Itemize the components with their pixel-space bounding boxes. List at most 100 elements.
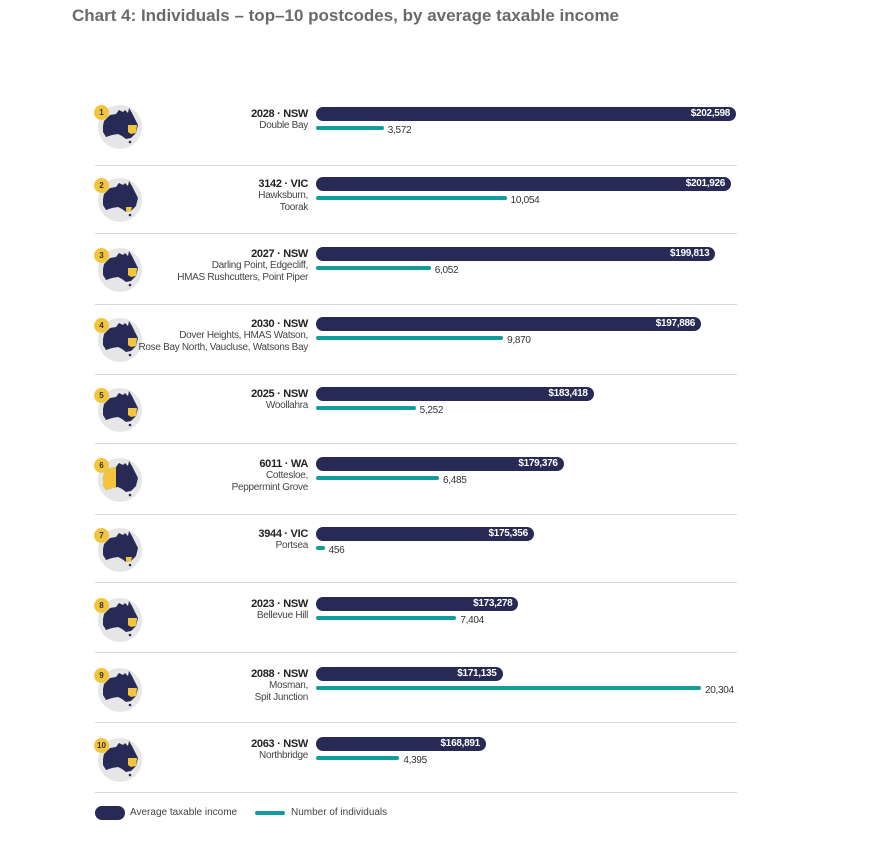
postcode-label: 2023 · NSW Bellevue Hill bbox=[251, 598, 308, 622]
postcode-label: 6011 · WA Cottesloe, Peppermint Grove bbox=[231, 458, 309, 494]
postcode: 2023 · NSW bbox=[251, 598, 308, 610]
suburb-label: Mosman, bbox=[268, 680, 308, 691]
income-bar: $199,813 bbox=[316, 247, 716, 261]
count-bar bbox=[316, 336, 504, 340]
australia-map-icon bbox=[98, 738, 142, 782]
income-value-label: $201,926 bbox=[685, 178, 726, 189]
income-value-label: $202,598 bbox=[690, 108, 731, 119]
postcode-label: 2030 · NSW Dover Heights, HMAS Watson, Ros… bbox=[138, 318, 308, 354]
count-bar bbox=[316, 196, 507, 200]
rank-badge: 5 bbox=[94, 388, 109, 403]
count-value-label: 6,485 bbox=[442, 475, 467, 486]
row-divider bbox=[95, 514, 737, 515]
row-divider bbox=[95, 722, 737, 723]
count-bar bbox=[316, 756, 400, 760]
income-bar: $168,891 bbox=[316, 737, 486, 751]
income-bar: $201,926 bbox=[316, 177, 731, 191]
postcode: 3142 · VIC bbox=[258, 178, 308, 190]
income-bar: $179,376 bbox=[316, 457, 564, 471]
row-divider bbox=[95, 792, 737, 793]
suburb-label: Rose Bay North, Vaucluse, Watsons Bay bbox=[138, 342, 308, 353]
postcode: 6011 · WA bbox=[259, 458, 308, 470]
chart-row: 9 2088 · NSW Mosman, Spit Junction $171,13… bbox=[0, 660, 890, 730]
income-value-label: $171,135 bbox=[457, 668, 497, 679]
income-bar: $171,135 bbox=[316, 667, 503, 681]
suburb-label: Spit Junction bbox=[254, 692, 309, 703]
rank-badge: 1 bbox=[94, 105, 109, 120]
suburb-label: Toorak bbox=[279, 202, 309, 213]
postcode: 2028 · NSW bbox=[251, 108, 308, 120]
count-value-label: 9,870 bbox=[507, 335, 531, 346]
chart-row: 2 3142 · VIC Hawksburn, Toorak $201,926 10… bbox=[0, 170, 890, 240]
postcode: 3944 · VIC bbox=[258, 528, 308, 540]
rank-badge: 10 bbox=[94, 738, 109, 753]
postcode-label: 2063 · NSW Northbridge bbox=[251, 738, 308, 762]
postcode-label: 2088 · NSW Mosman, Spit Junction bbox=[251, 668, 308, 704]
postcode-label: 3944 · VIC Portsea bbox=[258, 528, 308, 552]
row-divider bbox=[95, 582, 737, 583]
count-bar bbox=[316, 266, 431, 270]
rank-badge: 3 bbox=[94, 248, 109, 263]
income-bar: $197,886 bbox=[316, 317, 702, 331]
count-value-label: 7,404 bbox=[460, 615, 484, 626]
suburb-label: Darling Point, Edgecliff, bbox=[211, 260, 309, 271]
suburb-label: Portsea bbox=[275, 540, 309, 551]
chart-row: 8 2023 · NSW Bellevue Hill $173,278 7,404 bbox=[0, 590, 890, 660]
count-bar bbox=[316, 406, 416, 410]
count-bar bbox=[316, 126, 384, 130]
income-value-label: $199,813 bbox=[670, 248, 710, 259]
postcode-label: 2028 · NSW Double Bay bbox=[251, 108, 308, 132]
australia-map-icon bbox=[98, 178, 142, 222]
income-value-label: $183,418 bbox=[548, 388, 588, 399]
postcode-label: 2027 · NSW Darling Point, Edgecliff, HMAS … bbox=[177, 248, 308, 284]
rank-badge: 7 bbox=[94, 528, 109, 543]
chart-row: 5 2025 · NSW Woollahra $183,418 5,252 bbox=[0, 380, 890, 450]
postcode: 2030 · NSW bbox=[251, 318, 308, 330]
count-bar bbox=[316, 476, 439, 480]
income-bar: $173,278 bbox=[316, 597, 519, 611]
chart-row: 7 3944 · VIC Portsea $175,356 456 bbox=[0, 520, 890, 590]
rank-badge: 6 bbox=[94, 458, 109, 473]
row-divider bbox=[95, 374, 737, 375]
postcode: 2088 · NSW bbox=[251, 668, 308, 680]
count-value-label: 3,572 bbox=[387, 125, 412, 136]
suburb-label: Peppermint Grove bbox=[231, 482, 309, 493]
postcode-label: 3142 · VIC Hawksburn, Toorak bbox=[258, 178, 308, 214]
suburb-label: Double Bay bbox=[259, 120, 308, 131]
income-value-label: $197,886 bbox=[655, 318, 696, 329]
income-value-label: $175,356 bbox=[488, 528, 529, 539]
legend-swatch-income bbox=[95, 806, 125, 820]
suburb-label: HMAS Rushcutters, Point Piper bbox=[177, 272, 308, 283]
rank-badge: 8 bbox=[94, 598, 109, 613]
postcode-label: 2025 · NSW Woollahra bbox=[251, 388, 308, 412]
chart-row: 6 6011 · WA Cottesloe, Peppermint Grove $1… bbox=[0, 450, 890, 520]
chart-row: 10 2063 · NSW Northbridge $168,891 4,395 bbox=[0, 730, 890, 800]
row-divider bbox=[95, 233, 737, 234]
income-value-label: $173,278 bbox=[473, 598, 513, 609]
suburb-label: Bellevue Hill bbox=[256, 610, 308, 621]
rank-badge: 9 bbox=[94, 668, 109, 683]
income-value-label: $168,891 bbox=[440, 738, 481, 749]
count-bar bbox=[316, 616, 457, 620]
postcode: 2027 · NSW bbox=[251, 248, 308, 260]
australia-map-icon bbox=[98, 528, 142, 572]
suburb-label: Hawksburn, bbox=[258, 190, 308, 201]
rank-badge: 4 bbox=[94, 318, 109, 333]
count-value-label: 456 bbox=[328, 545, 345, 556]
income-value-label: $179,376 bbox=[518, 458, 558, 469]
income-bar: $202,598 bbox=[316, 107, 736, 121]
suburb-label: Woollahra bbox=[265, 400, 308, 411]
suburb-label: Dover Heights, HMAS Watson, bbox=[179, 330, 308, 341]
count-value-label: 20,304 bbox=[705, 685, 734, 696]
legend-label-count: Number of individuals bbox=[291, 807, 388, 818]
chart-row: 4 2030 · NSW Dover Heights, HMAS Watson, R… bbox=[0, 310, 890, 380]
rank-badge: 2 bbox=[94, 178, 109, 193]
count-value-label: 10,054 bbox=[510, 195, 540, 206]
count-value-label: 4,395 bbox=[403, 755, 427, 766]
row-divider bbox=[95, 652, 737, 653]
australia-map-icon bbox=[98, 458, 142, 502]
count-bar bbox=[316, 546, 325, 550]
count-value-label: 5,252 bbox=[419, 405, 444, 416]
chart-title: Chart 4: Individuals – top–10 postcodes,… bbox=[72, 6, 620, 25]
legend-label-income: Average taxable income bbox=[130, 807, 238, 818]
